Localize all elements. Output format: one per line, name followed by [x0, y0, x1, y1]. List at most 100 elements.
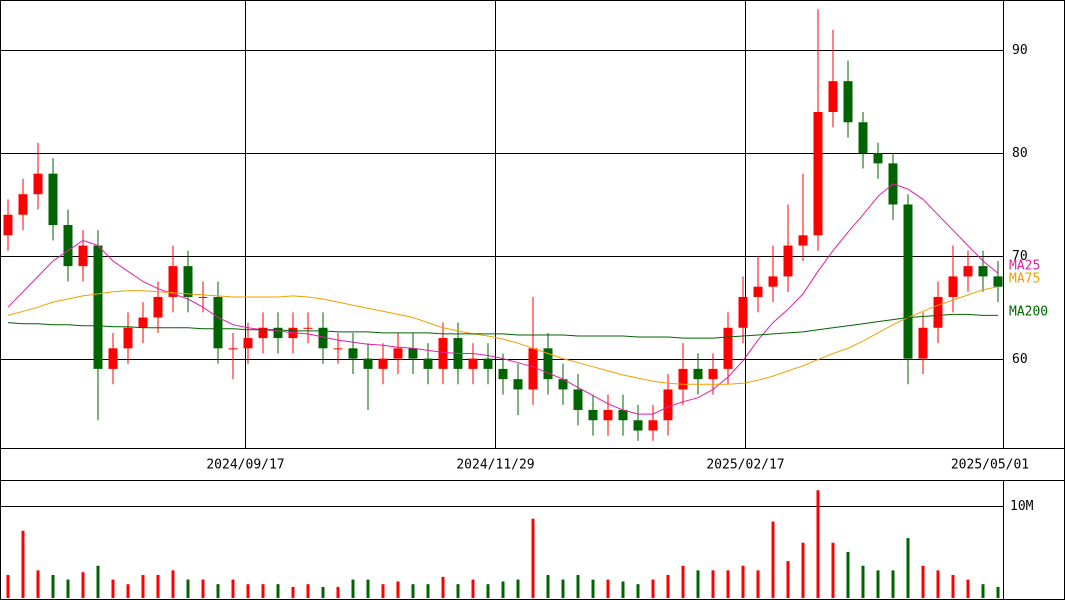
candle-body	[243, 338, 253, 349]
volume-bar	[591, 579, 595, 598]
candle-body	[333, 348, 343, 350]
candle-body	[273, 327, 283, 339]
candle-body	[93, 245, 103, 369]
volume-bar	[351, 579, 355, 598]
candle-body	[798, 235, 808, 246]
x-tick-label: 2025/02/17	[706, 458, 784, 473]
volume-bar	[246, 584, 250, 598]
volume-bar	[516, 579, 520, 598]
candle-body	[468, 358, 478, 369]
candle-body	[708, 368, 718, 380]
candle-body	[513, 379, 523, 390]
volume-bar	[201, 579, 205, 598]
volume-bar	[951, 574, 955, 598]
candle-body	[363, 358, 373, 369]
moving-average-line	[7, 313, 998, 339]
candle-body	[348, 348, 358, 359]
candle-body	[378, 358, 388, 369]
volume-bar	[576, 574, 580, 598]
volume-bar	[786, 561, 790, 598]
volume-bar	[261, 584, 265, 598]
volume-bar	[156, 574, 160, 598]
candle-body	[993, 276, 1003, 287]
volume-bar	[381, 584, 385, 598]
candle-body	[123, 327, 133, 349]
y-tick-label: 90	[1012, 43, 1028, 58]
candle-body	[723, 327, 733, 369]
volume-bar	[636, 584, 640, 598]
volume-bar	[651, 579, 655, 598]
candle-body	[978, 266, 988, 277]
volume-bar	[36, 570, 40, 598]
volume-bar	[366, 579, 370, 598]
volume-bar	[741, 565, 745, 598]
candle-body	[303, 327, 313, 329]
volume-bar	[891, 570, 895, 598]
volume-bar	[831, 542, 835, 598]
candle-body	[138, 317, 148, 328]
candle-body	[213, 296, 223, 349]
volume-bar	[801, 542, 805, 598]
y-tick-label: 80	[1012, 146, 1028, 161]
candle-body	[528, 348, 538, 390]
volume-bar	[6, 574, 10, 598]
volume-bar	[51, 574, 55, 598]
volume-bar	[321, 586, 325, 598]
candle-body	[903, 204, 913, 359]
volume-bar	[81, 572, 85, 598]
volume-bar	[426, 584, 430, 598]
volume-bar	[531, 518, 535, 598]
candle-body	[648, 420, 658, 431]
candle-body	[318, 327, 328, 349]
volume-bar	[171, 570, 175, 598]
volume-bar	[876, 570, 880, 598]
x-tick-label: 2024/09/17	[206, 458, 284, 473]
candle-body	[183, 266, 193, 297]
candle-body	[828, 81, 838, 112]
volume-bar	[216, 584, 220, 598]
candle-body	[753, 286, 763, 297]
candle-body	[588, 409, 598, 421]
volume-bar	[996, 586, 1000, 598]
volume-bar	[771, 521, 775, 598]
volume-bar	[486, 584, 490, 598]
volume-bar	[936, 570, 940, 598]
volume-bar	[861, 565, 865, 598]
moving-average-line	[7, 286, 999, 385]
volume-bar	[186, 579, 190, 598]
volume-bar	[231, 579, 235, 598]
candle-body	[438, 338, 448, 369]
volume-bar	[606, 579, 610, 598]
candle-body	[768, 276, 778, 287]
candle-body	[108, 348, 118, 369]
candle-body	[198, 296, 208, 298]
candle-body	[258, 327, 268, 339]
candle-body	[78, 245, 88, 267]
volume-bar	[906, 538, 910, 598]
volume-bar	[921, 565, 925, 598]
candle-body	[693, 368, 703, 380]
volume-bar	[726, 570, 730, 598]
y-tick-label: 10M	[1010, 499, 1034, 514]
volume-bar	[126, 584, 130, 598]
candle-body	[168, 266, 178, 297]
volume-bar	[561, 579, 565, 598]
volume-bar	[21, 530, 25, 598]
y-tick-label: 60	[1012, 352, 1028, 367]
volume-bar	[111, 579, 115, 598]
volume-bar	[711, 570, 715, 598]
volume-bar	[411, 584, 415, 598]
volume-bar	[96, 565, 100, 598]
candle-body	[738, 296, 748, 328]
volume-bar	[501, 581, 505, 598]
candle-body	[558, 379, 568, 390]
candle-body	[3, 214, 13, 236]
volume-bar	[681, 565, 685, 598]
volume-bar	[276, 584, 280, 598]
candle-body	[618, 409, 628, 421]
candle-body	[228, 348, 238, 350]
x-tick-label: 2024/11/29	[456, 458, 534, 473]
moving-average-line	[7, 183, 999, 415]
